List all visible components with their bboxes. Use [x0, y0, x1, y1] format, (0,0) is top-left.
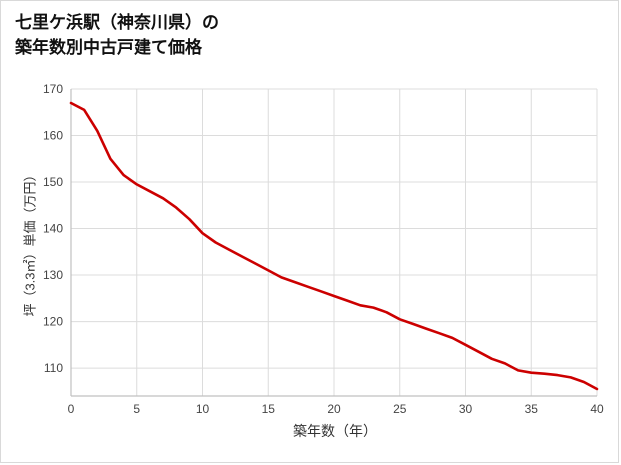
y-tick-label: 130: [43, 268, 63, 282]
y-axis-label: 坪（3.3㎡）単価（万円）: [22, 168, 38, 317]
price-line-series: [69, 101, 599, 391]
x-tick-label: 25: [393, 402, 407, 416]
x-tick-label: 0: [68, 402, 75, 416]
chart-title-line2: 築年数別中古戸建て価格: [15, 37, 202, 57]
chart-title: 七里ケ浜駅（神奈川県）の 築年数別中古戸建て価格: [15, 11, 219, 60]
x-tick-label: 20: [327, 402, 341, 416]
x-tick-label: 10: [196, 402, 210, 416]
y-tick-label: 140: [43, 222, 63, 236]
x-axis-label: 築年数（年）: [293, 423, 377, 439]
x-tick-label: 15: [262, 402, 276, 416]
y-tick-label: 160: [43, 129, 63, 143]
x-tick-label: 35: [525, 402, 539, 416]
y-tick-label: 120: [43, 315, 63, 329]
x-tick-label: 5: [133, 402, 140, 416]
y-tick-label: 170: [43, 82, 63, 96]
x-tick-label: 40: [590, 402, 604, 416]
y-tick-label: 150: [43, 175, 63, 189]
x-tick-label: 30: [459, 402, 473, 416]
y-tick-label: 110: [44, 361, 63, 375]
chart-title-line1: 七里ケ浜駅（神奈川県）の: [15, 13, 219, 32]
